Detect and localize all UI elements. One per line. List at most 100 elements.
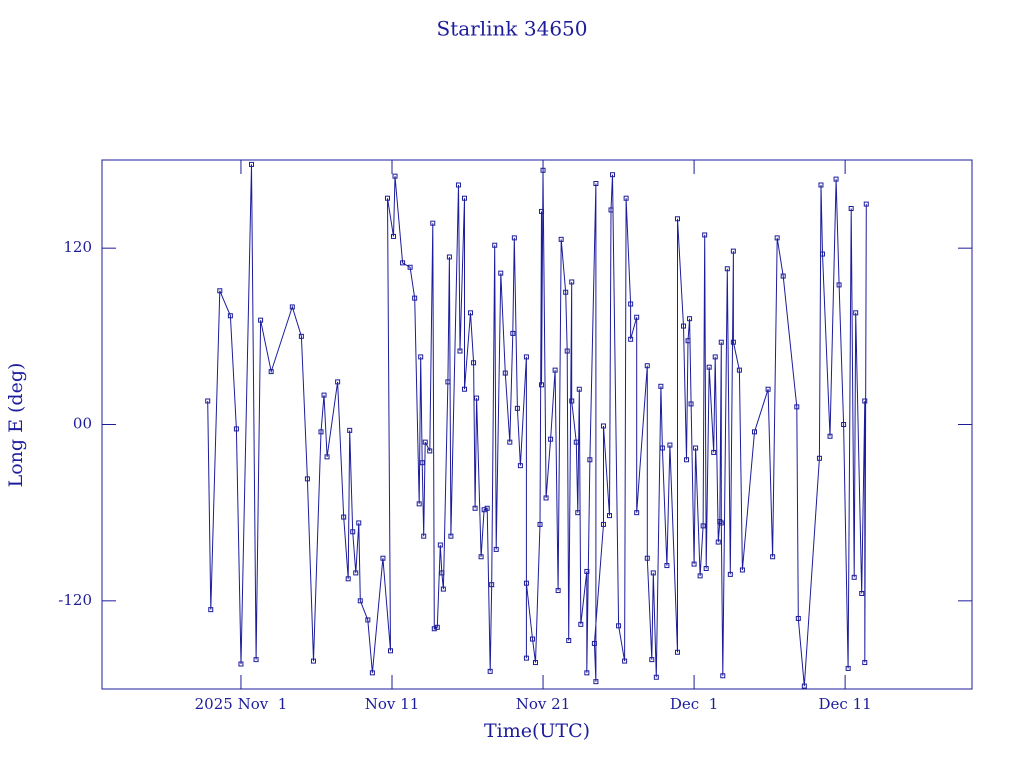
data-point — [770, 554, 776, 560]
data-point — [208, 607, 214, 613]
data-point — [321, 392, 327, 398]
data-point — [727, 571, 733, 577]
data-point — [462, 195, 467, 201]
data-point — [765, 386, 771, 392]
data-point — [816, 455, 822, 461]
data-point — [563, 289, 569, 295]
data-point — [233, 426, 239, 432]
data-point — [730, 248, 736, 254]
data-point — [715, 539, 721, 545]
data-point — [440, 586, 446, 592]
data-point — [407, 264, 413, 270]
data-point — [658, 383, 664, 389]
data-point — [622, 658, 628, 664]
data-point — [818, 182, 824, 188]
data-point — [573, 439, 579, 445]
data-point — [862, 398, 868, 404]
data-point — [681, 323, 687, 329]
data-point — [384, 195, 390, 201]
data-point — [514, 405, 520, 411]
data-point — [391, 233, 397, 239]
data-point — [369, 670, 375, 676]
data-point — [833, 176, 839, 182]
data-point — [653, 674, 659, 680]
data-point — [711, 449, 717, 455]
data-point — [688, 401, 694, 407]
data-point — [543, 495, 549, 501]
data-point — [298, 333, 304, 339]
data-point — [569, 279, 575, 285]
data-point — [628, 336, 634, 342]
data-point — [493, 546, 499, 552]
data-point — [517, 463, 523, 469]
data-point — [610, 172, 616, 178]
data-point — [448, 533, 454, 539]
data-point — [862, 660, 868, 666]
data-point — [523, 580, 529, 586]
data-point — [431, 626, 437, 632]
data-point — [217, 288, 223, 294]
data-point — [502, 370, 508, 376]
data-point — [427, 448, 433, 454]
data-point — [739, 567, 745, 573]
data-point — [474, 395, 480, 401]
data-point — [623, 195, 629, 201]
y-tick-label: -120 — [58, 591, 92, 609]
data-point — [350, 529, 356, 535]
data-point — [616, 623, 622, 629]
y-tick-label: 120 — [63, 238, 92, 256]
data-point — [691, 561, 697, 567]
x-tick-label: Dec 11 — [819, 695, 872, 713]
data-point — [600, 423, 606, 429]
x-tick-label: Nov 11 — [365, 695, 420, 713]
data-point — [492, 242, 498, 248]
data-point — [457, 348, 463, 354]
data-point — [523, 655, 529, 661]
data-point — [446, 254, 452, 260]
data-point — [591, 640, 597, 646]
data-point — [507, 439, 513, 445]
data-point — [702, 232, 708, 238]
data-point — [489, 582, 495, 588]
data-point — [353, 570, 359, 576]
x-tick-label: Dec 1 — [670, 695, 718, 713]
data-point — [720, 673, 726, 679]
data-point — [205, 398, 211, 404]
data-point — [253, 657, 259, 663]
data-point — [437, 542, 443, 548]
data-point — [724, 266, 730, 272]
data-point — [578, 621, 584, 627]
data-point — [819, 251, 825, 257]
data-point — [650, 570, 656, 576]
data-point — [836, 282, 842, 288]
data-point — [564, 348, 570, 354]
data-point — [674, 216, 680, 222]
data-point — [434, 624, 440, 630]
data-point — [532, 660, 538, 666]
data-line — [207, 164, 867, 687]
y-tick-label: 00 — [73, 415, 92, 433]
data-point — [345, 576, 351, 582]
data-point — [471, 360, 477, 366]
data-point — [238, 661, 244, 667]
data-point — [487, 668, 493, 674]
data-point — [780, 273, 786, 279]
data-point — [697, 573, 703, 579]
data-point — [422, 439, 428, 445]
data-point — [644, 363, 650, 369]
data-point — [539, 382, 545, 388]
data-point — [827, 433, 833, 439]
y-axis-label: Long E (deg) — [5, 363, 27, 488]
data-point — [310, 658, 316, 664]
data-point — [392, 173, 398, 179]
data-point — [584, 670, 590, 676]
data-point — [357, 598, 363, 604]
data-point — [455, 182, 461, 188]
data-point — [845, 665, 851, 671]
data-point — [511, 235, 517, 241]
plot-area — [205, 161, 869, 689]
data-point — [851, 574, 857, 580]
data-point — [400, 260, 406, 266]
data-point — [801, 683, 807, 689]
